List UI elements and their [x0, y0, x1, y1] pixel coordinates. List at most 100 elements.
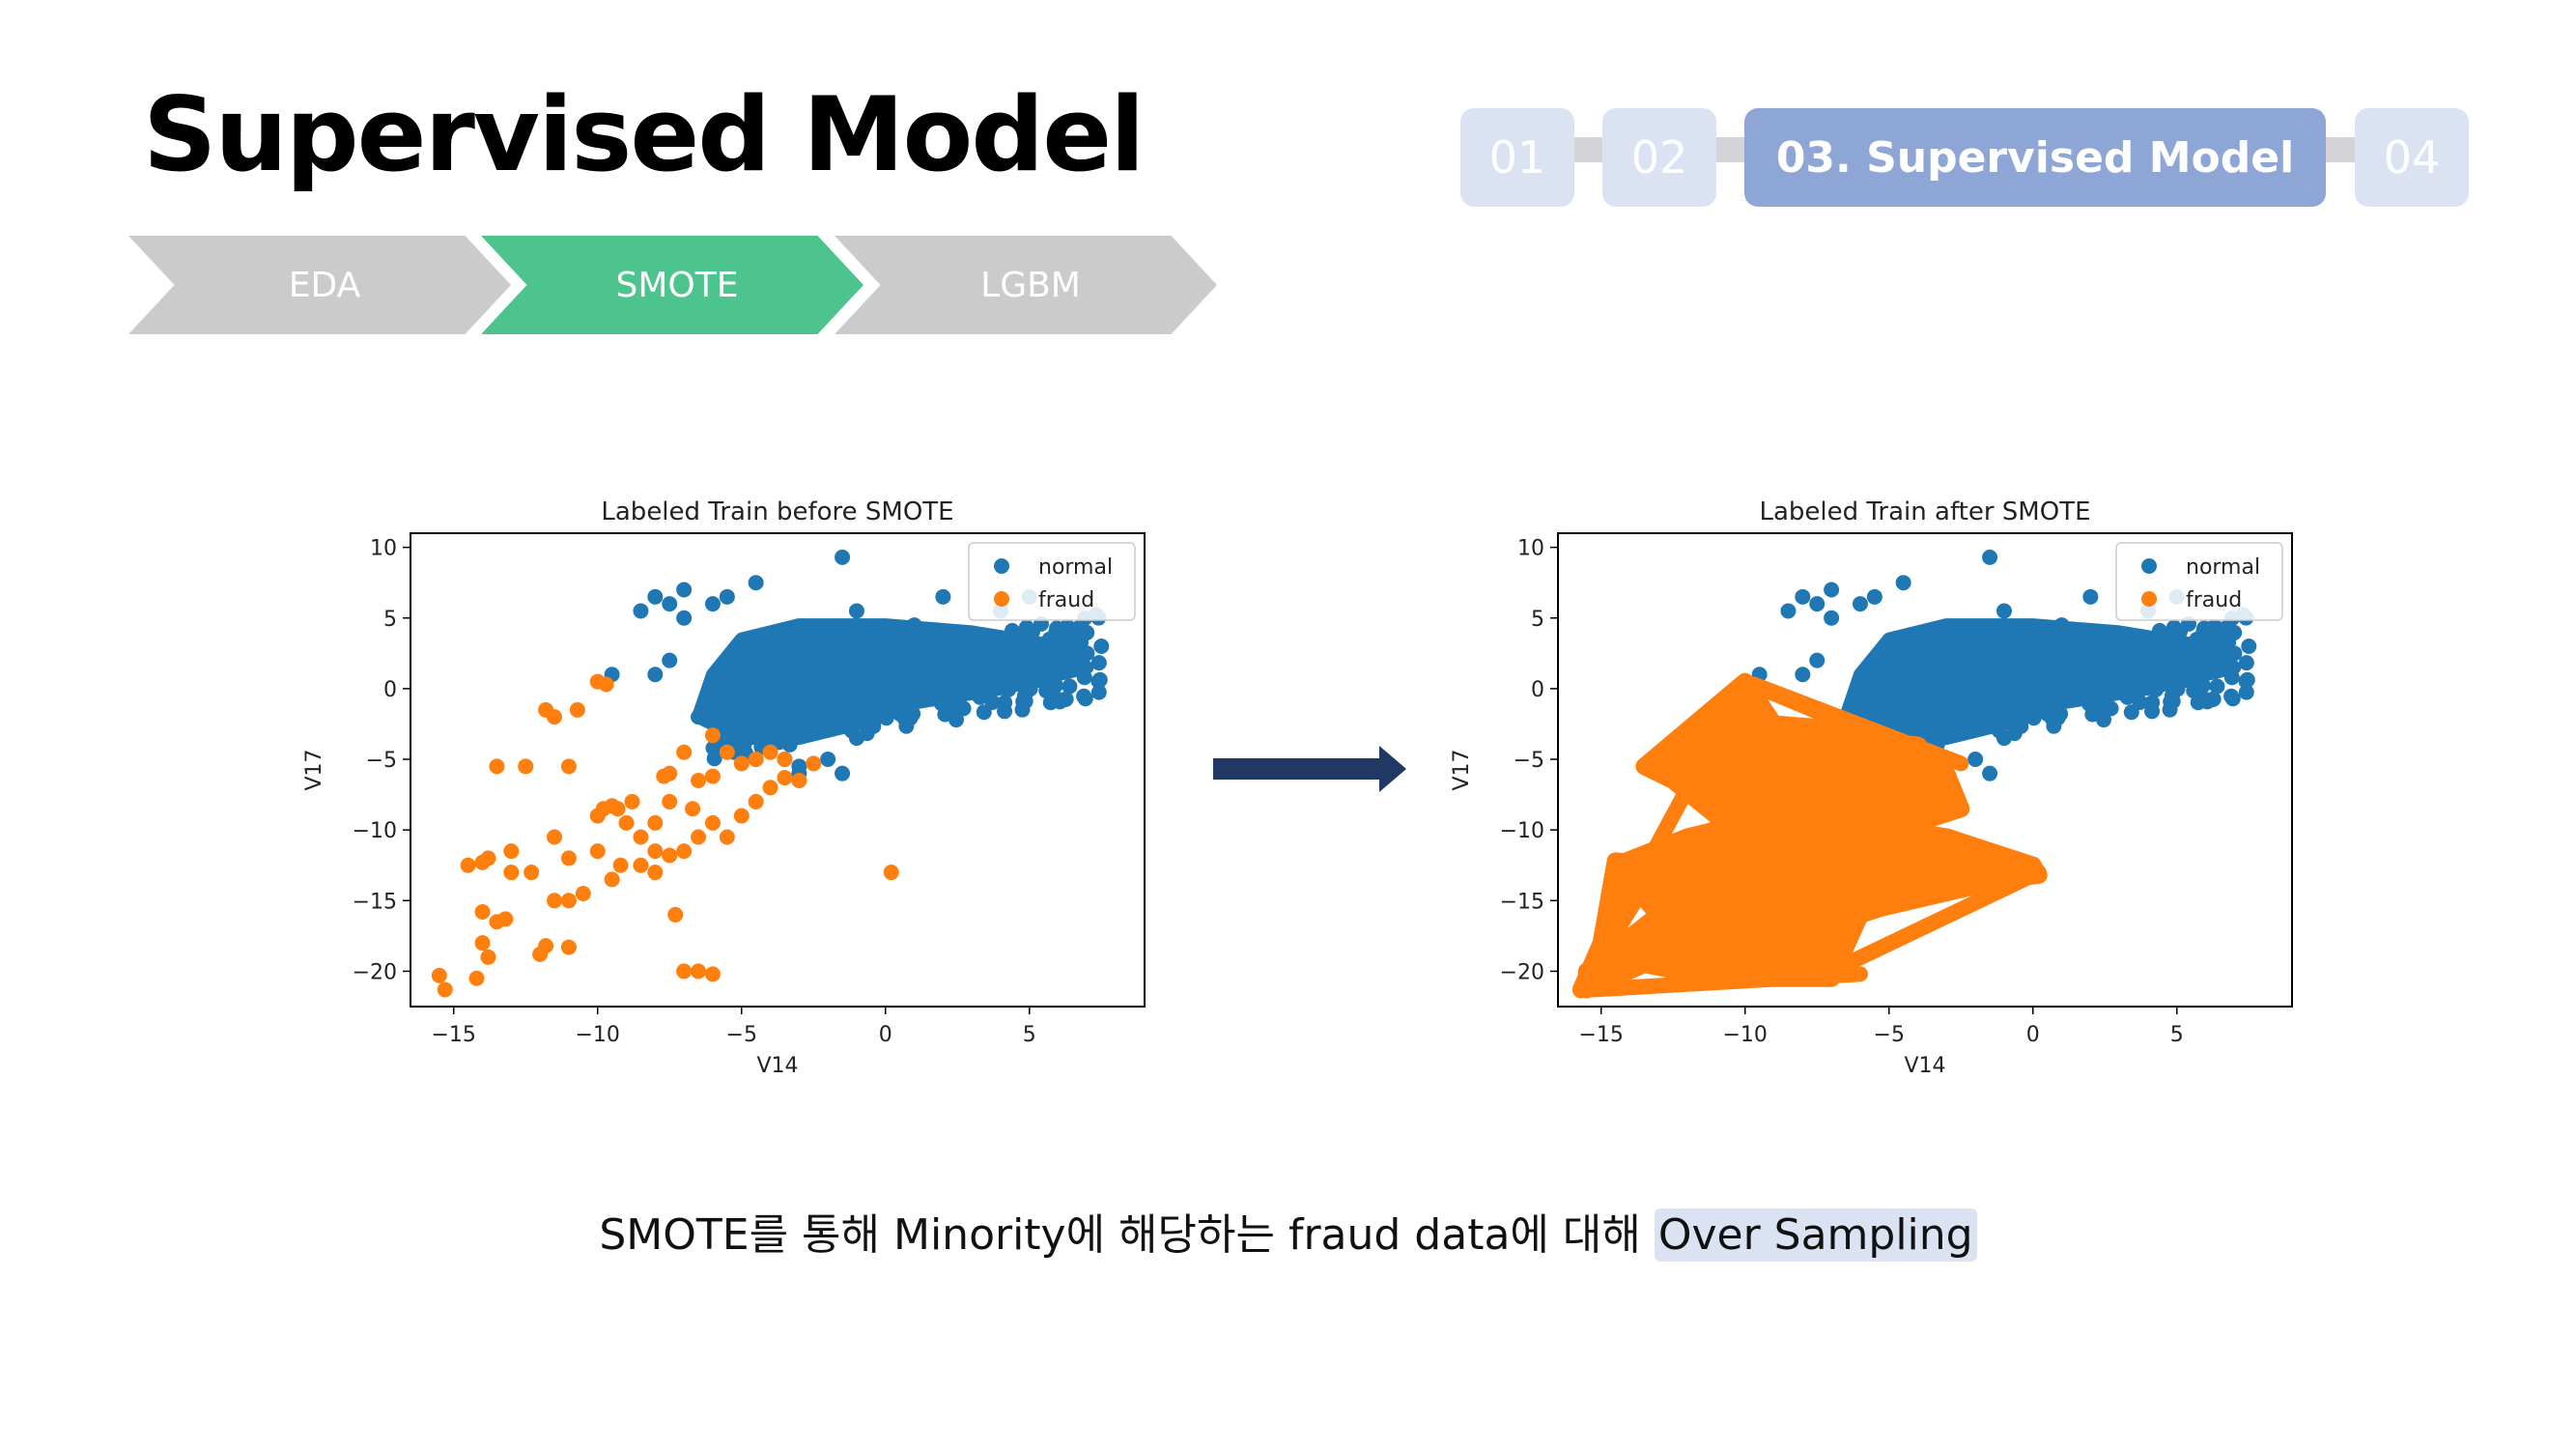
normal-point [1933, 719, 1949, 735]
normal-point [835, 549, 851, 565]
fraud-point [437, 981, 453, 998]
normal-point [2162, 701, 2178, 718]
fraud-point [474, 935, 491, 952]
normal-point [2209, 652, 2225, 668]
normal-point [1866, 709, 1882, 725]
normal-point [2186, 683, 2202, 699]
normal-point [2226, 645, 2243, 662]
x-tick-label: −5 [726, 1023, 757, 1047]
normal-point [722, 696, 739, 713]
step-lgbm: LGBM [835, 236, 1217, 334]
normal-point [1853, 680, 1869, 696]
normal-point [1809, 652, 1826, 668]
fraud-point [575, 885, 591, 901]
normal-point [1996, 603, 2012, 619]
y-tick-label: 10 [1517, 537, 1544, 561]
fraud-synthetic-line [1607, 857, 2047, 881]
normal-point [2223, 669, 2240, 686]
fraud-point [883, 865, 899, 881]
legend: normal fraud [968, 542, 1136, 621]
normal-point [2044, 711, 2060, 727]
normal-point [1062, 652, 1078, 668]
fraud-point [647, 865, 664, 881]
normal-point [1852, 596, 1868, 612]
normal-point [2238, 684, 2254, 700]
normal-point [2023, 683, 2039, 699]
normal-point [1093, 639, 1110, 655]
normal-point [647, 588, 664, 605]
normal-point [887, 654, 903, 670]
fraud-point [598, 676, 614, 693]
normal-point [748, 673, 764, 690]
normal-point [2223, 688, 2240, 704]
fraud-point [560, 850, 577, 867]
normal-point [1025, 665, 1041, 681]
normal-point [817, 713, 834, 729]
legend-box [2115, 542, 2283, 621]
normal-point [2172, 665, 2189, 681]
normal-point [704, 596, 721, 612]
normal-point [2241, 639, 2257, 655]
nav-item-01[interactable]: 01 [1460, 108, 1574, 207]
y-axis-label: V17 [302, 749, 326, 790]
normal-point [974, 633, 990, 649]
nav-item-02[interactable]: 02 [1602, 108, 1716, 207]
chart-after-smote: Labeled Train after SMOTE −15 −10 −5 0 5 10 5 0 −… [1450, 497, 2293, 1078]
normal-point [676, 582, 693, 598]
normal-point [848, 695, 864, 711]
normal-point [875, 683, 892, 699]
normal-point [705, 740, 722, 756]
legend-label-fraud: fraud [2186, 588, 2242, 612]
normal-point [2082, 688, 2099, 704]
normal-point [1780, 603, 1797, 619]
normal-point [2082, 588, 2099, 605]
normal-point [946, 660, 962, 676]
normal-point [750, 702, 767, 719]
fraud-synthetic-line [1584, 966, 1868, 998]
x-axis-label: V14 [756, 1054, 798, 1078]
nav-item-04[interactable]: 04 [2355, 108, 2469, 207]
normal-point [2166, 619, 2182, 636]
page-title: Supervised Model [143, 75, 1145, 194]
fraud-point [468, 970, 485, 986]
fraud-synthetic-line [1578, 673, 1753, 983]
fraud-point [560, 939, 577, 955]
normal-point [2103, 700, 2119, 717]
step-smote: SMOTE [481, 236, 863, 334]
normal-point [2049, 662, 2065, 678]
fraud-point [547, 893, 563, 909]
fraud-point [460, 857, 476, 873]
normal-point [778, 658, 794, 674]
normal-point [806, 680, 822, 696]
normal-point [796, 659, 812, 675]
normal-point [705, 680, 722, 696]
fraud-synthetic-line [1636, 758, 1955, 788]
normal-point [1795, 667, 1811, 683]
nav-item-03[interactable]: 03. Supervised Model [1744, 108, 2326, 207]
chart-before-smote: Labeled Train before SMOTE −15 −10 −5 0 5 10 5 0… [302, 497, 1146, 1078]
normal-point [2238, 673, 2254, 690]
x-tick-label: −15 [1578, 1023, 1623, 1047]
normal-point [762, 716, 778, 732]
normal-point [2034, 654, 2051, 670]
chart-title: Labeled Train before SMOTE [601, 497, 953, 526]
caption-text: SMOTE를 통해 Minority에 해당하는 fraud data에 대해 [599, 1210, 1655, 1260]
fraud-point [691, 963, 707, 980]
normal-point [920, 652, 937, 668]
y-tick-label: −20 [353, 960, 397, 984]
fraud-point [656, 768, 672, 784]
normal-point [949, 631, 966, 647]
normal-point [647, 667, 664, 683]
step-smote-label: SMOTE [615, 265, 739, 305]
fraud-point [704, 814, 721, 831]
legend-label-normal: normal [1038, 555, 1113, 580]
fraud-point [662, 847, 678, 864]
y-tick-label: −5 [1514, 749, 1544, 773]
normal-point [861, 649, 877, 666]
fraud-point [704, 768, 721, 784]
normal-point [1005, 622, 1021, 639]
fraud-point [612, 857, 629, 873]
fraud-point [691, 829, 707, 845]
fraud-point [647, 814, 664, 831]
normal-point [984, 694, 1001, 710]
